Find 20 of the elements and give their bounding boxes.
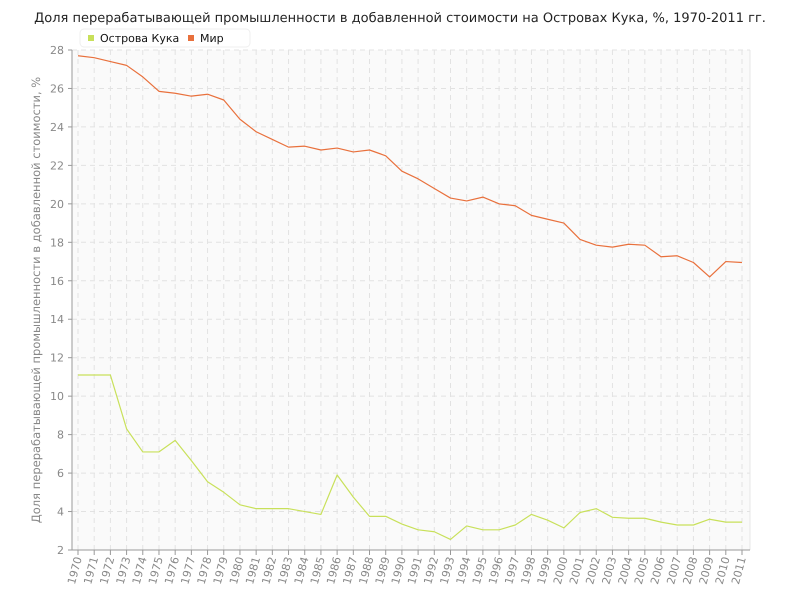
y-tick-label: 18 (50, 236, 64, 250)
line-series (77, 374, 743, 540)
y-tick-label: 10 (50, 390, 64, 404)
y-tick-label: 24 (50, 120, 64, 134)
y-axis-title: Доля перерабатывающей промышленности в добавленной стоимости, % (29, 76, 43, 524)
y-tick-label: 26 (50, 82, 64, 96)
y-tick-label: 6 (57, 467, 64, 480)
y-tick-label: 22 (50, 159, 64, 172)
y-tick-label: 4 (57, 506, 64, 519)
legend-label: Мир (200, 32, 224, 45)
legend-label: Острова Кука (100, 32, 180, 45)
y-tick-label: 28 (50, 44, 64, 57)
chart-title: Доля перерабатывающей промышленности в добавленной стоимости на Островах Кука, %, 1970-2011 гг. (34, 11, 766, 26)
y-tick-label: 16 (50, 274, 64, 288)
y-tick-label: 8 (57, 428, 64, 442)
y-tick-label: 14 (50, 313, 64, 326)
y-tick-label: 12 (50, 352, 64, 365)
y-tick-label: 2 (57, 544, 64, 557)
y-tick-label: 20 (50, 198, 64, 211)
line-series (77, 55, 743, 278)
